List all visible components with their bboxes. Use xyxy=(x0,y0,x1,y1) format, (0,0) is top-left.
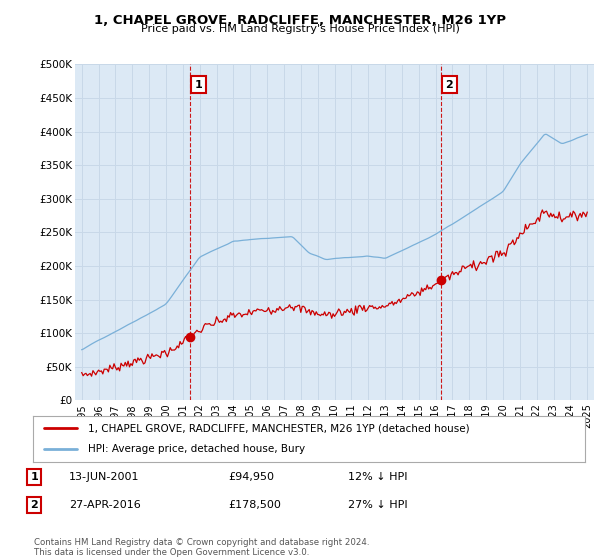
Text: 12% ↓ HPI: 12% ↓ HPI xyxy=(348,472,407,482)
Text: £178,500: £178,500 xyxy=(228,500,281,510)
Text: 27-APR-2016: 27-APR-2016 xyxy=(69,500,141,510)
Text: 2: 2 xyxy=(31,500,38,510)
Text: 27% ↓ HPI: 27% ↓ HPI xyxy=(348,500,407,510)
Text: Price paid vs. HM Land Registry's House Price Index (HPI): Price paid vs. HM Land Registry's House … xyxy=(140,24,460,34)
Text: Contains HM Land Registry data © Crown copyright and database right 2024.
This d: Contains HM Land Registry data © Crown c… xyxy=(34,538,370,557)
Text: 1: 1 xyxy=(195,80,203,90)
Text: £94,950: £94,950 xyxy=(228,472,274,482)
Text: 2: 2 xyxy=(446,80,453,90)
Text: 1, CHAPEL GROVE, RADCLIFFE, MANCHESTER, M26 1YP (detached house): 1, CHAPEL GROVE, RADCLIFFE, MANCHESTER, … xyxy=(88,423,470,433)
Text: 1: 1 xyxy=(31,472,38,482)
Text: 13-JUN-2001: 13-JUN-2001 xyxy=(69,472,139,482)
Text: HPI: Average price, detached house, Bury: HPI: Average price, detached house, Bury xyxy=(88,445,305,455)
Text: 1, CHAPEL GROVE, RADCLIFFE, MANCHESTER, M26 1YP: 1, CHAPEL GROVE, RADCLIFFE, MANCHESTER, … xyxy=(94,14,506,27)
